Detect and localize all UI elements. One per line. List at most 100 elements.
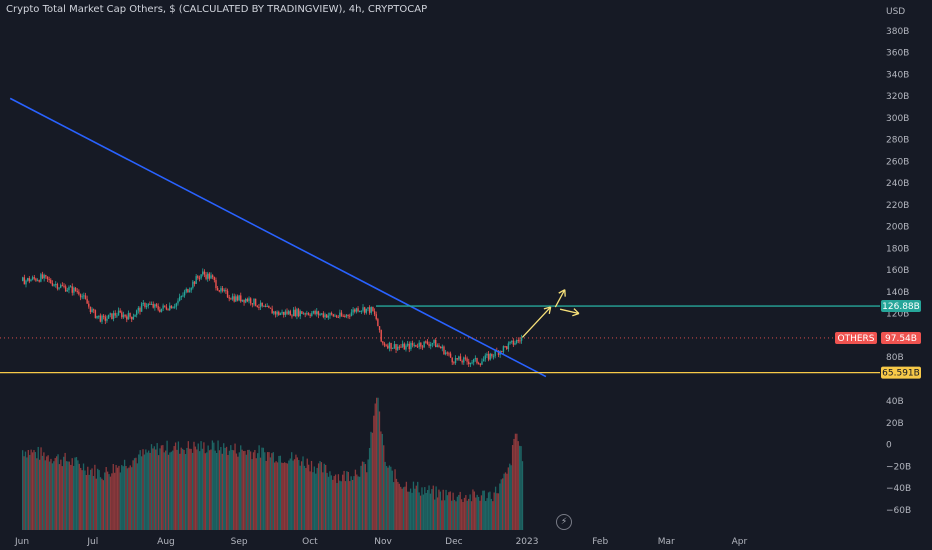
candle-body (431, 343, 434, 345)
candle-body (114, 313, 116, 316)
candle-body (301, 311, 303, 314)
volume-bar (176, 449, 178, 530)
volume-bar (339, 480, 341, 530)
x-tick-label: Aug (157, 537, 175, 547)
candle-body (466, 358, 468, 362)
candle-body (306, 313, 308, 315)
candle-body (226, 290, 229, 298)
volume-tick-label: 0 (886, 441, 892, 451)
volume-bar (80, 467, 82, 530)
candle-body (245, 298, 247, 303)
volume-bar (23, 456, 25, 530)
volume-bar (87, 466, 89, 530)
candle-body (472, 359, 475, 363)
lightning-icon[interactable]: ⚡ (556, 514, 572, 530)
candle-body (248, 298, 250, 302)
volume-bar (63, 456, 65, 530)
volume-bar (405, 481, 408, 530)
volume-bar (415, 485, 417, 530)
volume-bar (264, 452, 266, 530)
volume-bar (249, 451, 252, 530)
candle-body (231, 296, 234, 300)
candle-body (117, 310, 120, 316)
volume-bar (34, 452, 37, 530)
volume-bar (356, 474, 358, 530)
resistance-badge-label: 126.88B (882, 302, 920, 312)
x-tick-label: Feb (592, 537, 608, 547)
candle-body (281, 311, 283, 314)
candle-body (167, 309, 169, 311)
candle-body (340, 312, 343, 316)
candle-body (502, 346, 505, 352)
candle-body (198, 277, 201, 279)
candle-body (350, 312, 353, 316)
candle-body (175, 303, 178, 307)
candle-body (383, 343, 386, 346)
volume-bar (385, 466, 388, 530)
volume-bar (231, 449, 233, 530)
volume-bar (308, 464, 310, 530)
volume-bar (244, 450, 246, 530)
volume-bar (50, 458, 52, 530)
volume-bar (40, 447, 42, 530)
volume-bar (165, 450, 167, 530)
volume-bar (402, 487, 405, 530)
candle-body (45, 275, 47, 277)
volume-bar (279, 455, 282, 530)
candle-body (448, 353, 450, 355)
volume-bar (133, 458, 136, 530)
candle-body (359, 310, 361, 312)
volume-bar (266, 452, 269, 530)
volume-bar (65, 461, 68, 530)
candle-body (48, 279, 50, 281)
volume-bar (346, 471, 348, 530)
volume-bar (519, 445, 521, 530)
volume-bar (259, 457, 262, 530)
candle-body (172, 307, 174, 309)
volume-bar (380, 431, 382, 530)
candle-body (264, 305, 267, 307)
volume-bar (227, 454, 229, 530)
candle-body (134, 314, 136, 317)
last-price-badge-label: 97.54B (885, 334, 917, 344)
candle-body (162, 305, 164, 309)
candle-body (421, 346, 424, 348)
candle-body (469, 362, 472, 365)
volume-bar (139, 450, 141, 530)
projection-arrowhead (573, 308, 580, 314)
candle-body (367, 307, 369, 309)
volume-bar (152, 448, 154, 530)
candle-body (207, 273, 209, 279)
volume-bar (230, 445, 232, 530)
volume-bar (160, 445, 163, 530)
volume-bar (197, 443, 199, 530)
volume-bar (332, 479, 334, 530)
projection-arrowhead (558, 289, 566, 294)
candle-body (438, 345, 440, 347)
volume-bar (451, 500, 453, 530)
volume-bar (485, 501, 487, 530)
volume-bar (182, 448, 184, 530)
candle-body (314, 310, 316, 314)
volume-bar (104, 472, 106, 530)
x-tick-label: Mar (658, 537, 675, 547)
volume-bar (475, 497, 477, 530)
candle-body (101, 315, 103, 322)
symbol-badge-label: OTHERS (837, 334, 874, 344)
volume-bar (333, 476, 335, 530)
candle-body (23, 277, 26, 285)
volume-bar (323, 463, 325, 530)
candle-body (154, 304, 156, 308)
candle-body (279, 313, 282, 315)
volume-bar (499, 483, 501, 530)
volume-bar (173, 446, 175, 530)
volume-bar (414, 488, 416, 530)
x-tick-label: Oct (302, 537, 318, 547)
volume-bar (511, 445, 514, 530)
candle-body (116, 315, 118, 317)
candle-body (129, 313, 131, 317)
candle-body (324, 314, 326, 318)
volume-bar (299, 465, 301, 530)
